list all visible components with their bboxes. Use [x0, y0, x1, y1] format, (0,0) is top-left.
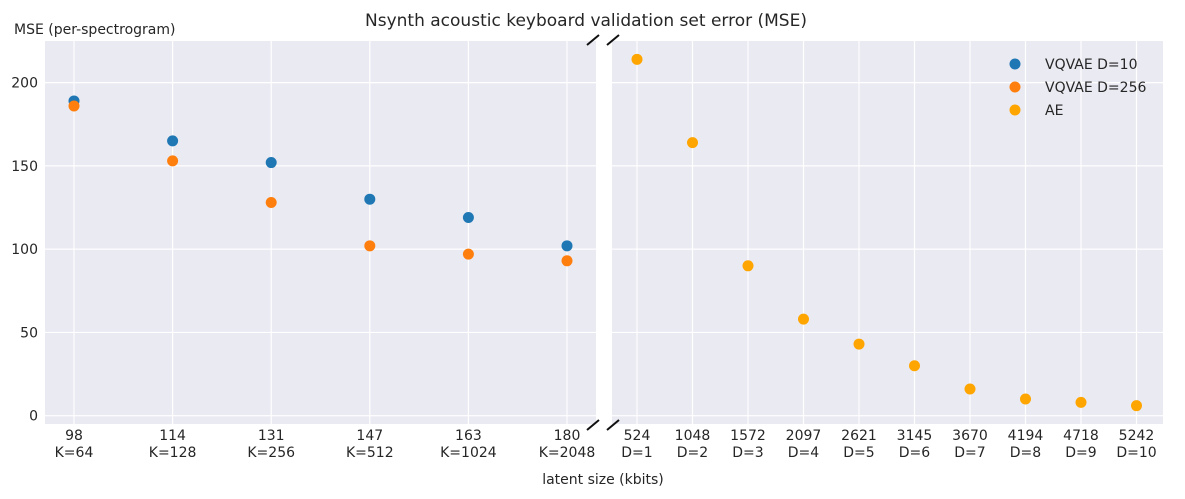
data-point	[798, 313, 809, 325]
x-tick-label-line: D=10	[1116, 445, 1156, 461]
data-point	[1075, 396, 1087, 408]
x-tick-label: 98 K=64	[55, 428, 94, 461]
data-point	[1131, 400, 1142, 412]
axis-break-mark	[606, 34, 620, 46]
y-tick-label: 100	[11, 242, 38, 258]
y-axis-label: MSE (per-spectrogram)	[14, 22, 175, 38]
x-tick-label: 180 K=2048	[539, 428, 596, 461]
x-tick-label-line: 131	[258, 428, 285, 444]
x-tick-label-line: K=256	[247, 445, 295, 461]
x-axis-label: latent size (kbits)	[542, 472, 664, 488]
data-point	[1020, 393, 1031, 405]
data-point	[68, 100, 80, 112]
y-tick-label: 150	[11, 159, 38, 175]
data-point	[909, 360, 920, 372]
data-point	[561, 255, 573, 267]
x-tick-label-line: 98	[65, 428, 83, 444]
data-point	[167, 135, 179, 147]
x-tick-label: 1048 D=2	[675, 428, 711, 461]
legend-label: VQVAE D=10	[1045, 57, 1137, 73]
x-tick-label-line: K=128	[149, 445, 197, 461]
data-point	[853, 338, 865, 350]
data-point	[265, 197, 277, 209]
x-tick-label: 524 D=1	[621, 428, 652, 461]
axis-break-mark	[606, 419, 620, 431]
x-tick-label-line: 4194	[1008, 428, 1044, 444]
x-tick-label-line: 1048	[675, 428, 711, 444]
panel-background	[612, 41, 1163, 424]
data-point	[561, 240, 573, 252]
legend-label: VQVAE D=256	[1045, 80, 1146, 96]
data-point	[462, 248, 474, 260]
x-tick-label: 147 K=512	[346, 428, 394, 461]
x-tick-label-line: 2621	[841, 428, 877, 444]
x-tick-label-line: 3670	[952, 428, 988, 444]
data-point	[964, 383, 976, 395]
x-tick-label-line: D=1	[621, 445, 652, 461]
legend-marker	[1009, 58, 1021, 70]
data-point	[167, 155, 179, 167]
x-tick-label: 2097 D=4	[786, 428, 822, 461]
x-tick-label: 3145 D=6	[897, 428, 933, 461]
axis-break-mark	[586, 34, 600, 46]
x-tick-label-line: 114	[159, 428, 186, 444]
x-tick-label-line: 180	[554, 428, 581, 444]
data-point	[462, 212, 474, 224]
x-tick-label-line: D=9	[1065, 445, 1096, 461]
x-tick-label-line: K=2048	[539, 445, 596, 461]
x-tick-label: 1572 D=3	[730, 428, 766, 461]
x-tick-label-line: D=5	[843, 445, 874, 461]
x-tick-label: 5242 D=10	[1116, 428, 1156, 461]
x-tick-label: 131 K=256	[247, 428, 295, 461]
x-tick-label: 4718 D=9	[1063, 428, 1099, 461]
axis-break-mark	[586, 419, 600, 431]
data-point	[364, 240, 376, 252]
y-tick-label: 0	[29, 409, 38, 425]
x-tick-label-line: 2097	[786, 428, 822, 444]
x-tick-label: 163 K=1024	[440, 428, 497, 461]
data-point	[687, 137, 698, 149]
x-tick-label: 3670 D=7	[952, 428, 988, 461]
x-tick-label-line: K=512	[346, 445, 394, 461]
x-tick-label-line: D=7	[954, 445, 985, 461]
x-tick-label-line: K=64	[55, 445, 94, 461]
data-point	[364, 193, 376, 205]
x-tick-label: 2621 D=5	[841, 428, 877, 461]
legend-marker	[1009, 81, 1021, 93]
data-point	[265, 157, 277, 169]
x-tick-label-line: D=4	[788, 445, 820, 461]
data-point	[631, 53, 643, 65]
y-tick-label: 200	[11, 76, 38, 92]
x-tick-label-line: 5242	[1119, 428, 1155, 444]
x-tick-label-line: 4718	[1063, 428, 1099, 444]
x-tick-label-line: 163	[455, 428, 482, 444]
panel-background	[45, 41, 596, 424]
x-tick-label-line: 1572	[730, 428, 766, 444]
x-tick-label: 114 K=128	[149, 428, 197, 461]
x-tick-label-line: D=3	[732, 445, 763, 461]
data-point	[742, 260, 754, 272]
legend-label: AE	[1045, 103, 1063, 119]
x-tick-label: 4194 D=8	[1008, 428, 1044, 461]
x-tick-label-line: D=6	[899, 445, 931, 461]
x-tick-label-line: D=8	[1010, 445, 1041, 461]
legend-marker	[1009, 104, 1021, 116]
y-tick-label: 50	[20, 325, 38, 341]
chart-title: Nsynth acoustic keyboard validation set …	[365, 11, 807, 31]
plot-layer: 0 50 100 150 200 98 K=64 114 K=128 131 K=256 147 K=5…	[11, 34, 1163, 461]
x-tick-label-line: 147	[356, 428, 383, 444]
x-tick-label-line: K=1024	[440, 445, 497, 461]
x-tick-label-line: D=2	[677, 445, 708, 461]
x-tick-label-line: 524	[624, 428, 651, 444]
x-tick-label-line: 3145	[897, 428, 933, 444]
